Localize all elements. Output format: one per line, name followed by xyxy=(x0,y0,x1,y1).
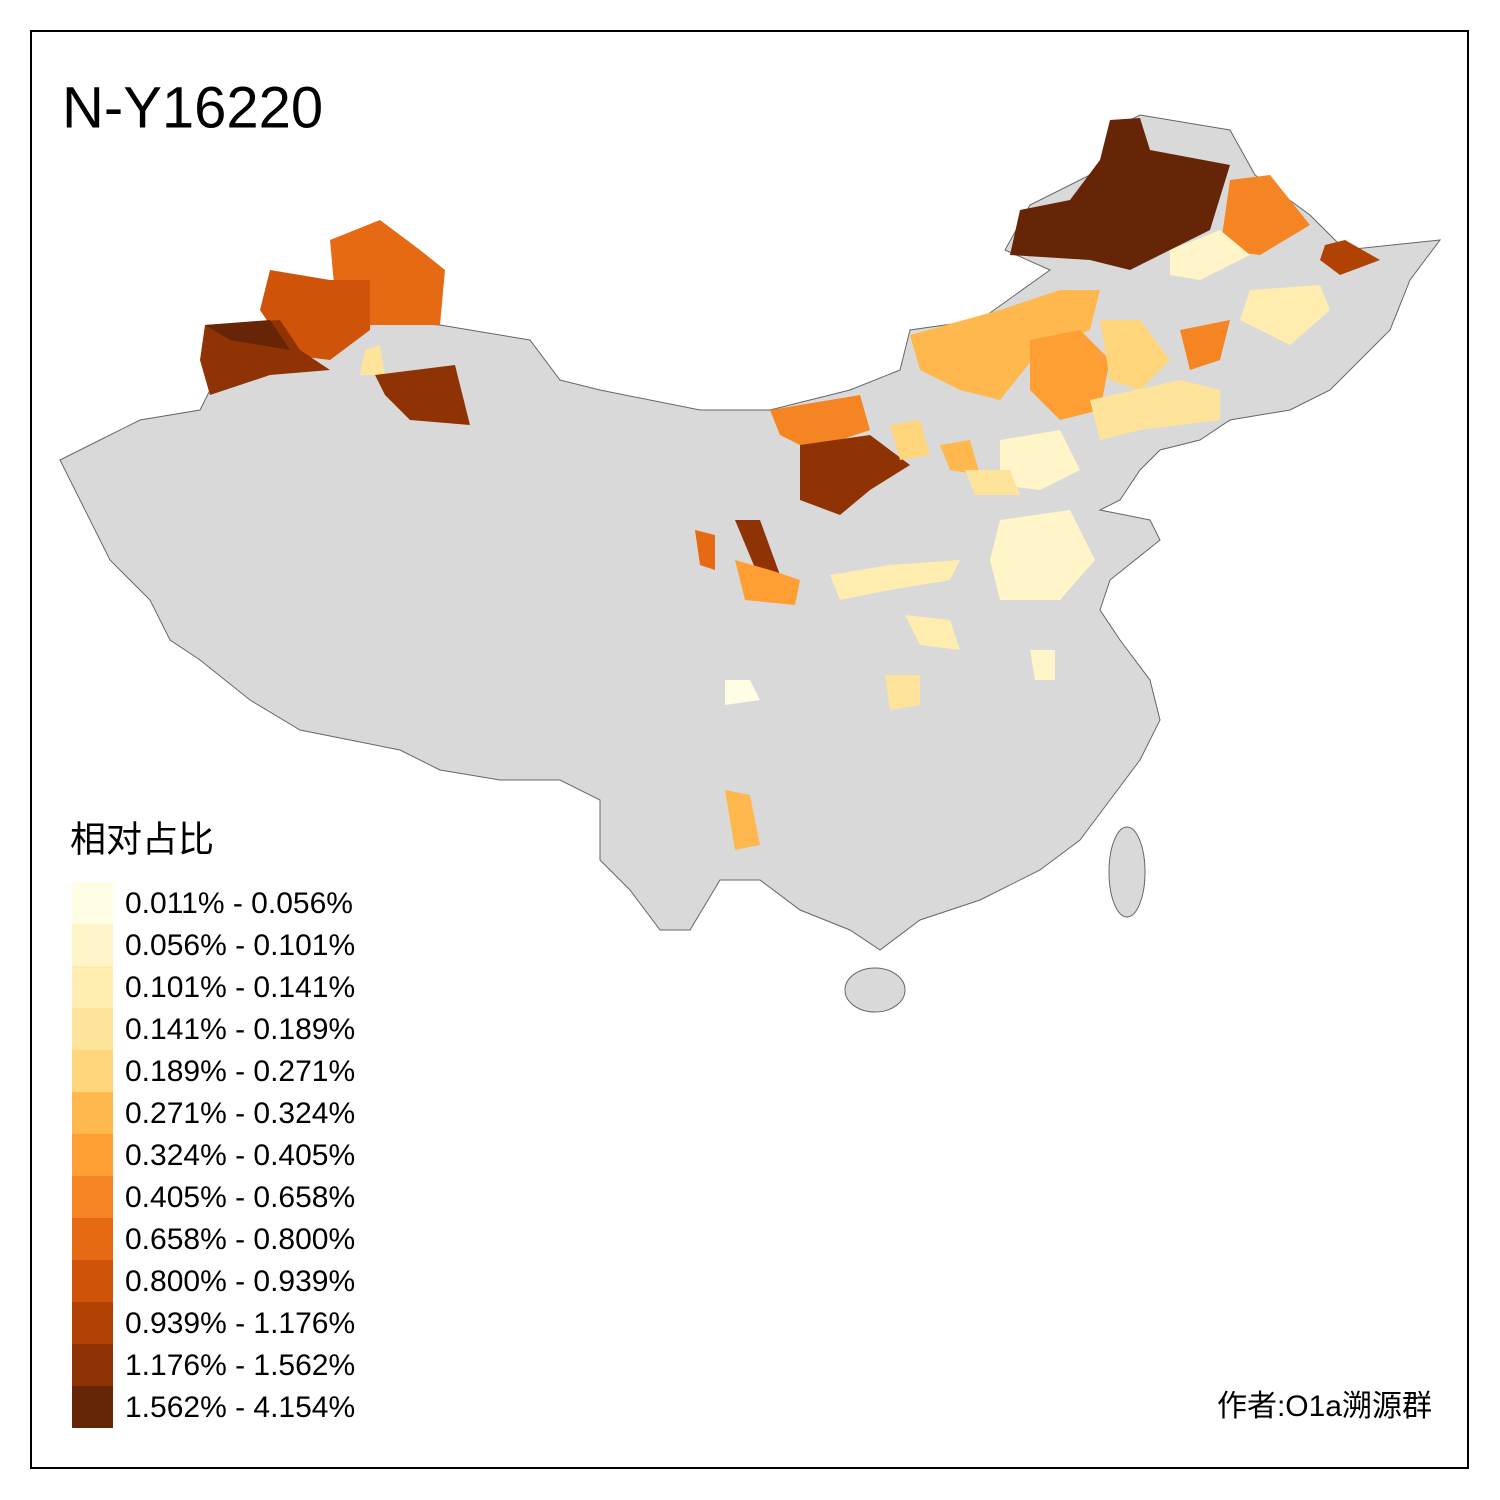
region xyxy=(1030,330,1110,420)
region xyxy=(1170,230,1250,280)
legend-label: 0.141% - 0.189% xyxy=(125,1013,355,1046)
region xyxy=(1100,320,1170,390)
legend-swatch xyxy=(72,1050,113,1092)
region xyxy=(375,365,470,425)
region xyxy=(1180,320,1230,370)
region xyxy=(360,345,385,375)
region xyxy=(205,320,290,350)
region xyxy=(1010,118,1230,270)
legend-title: 相对占比 xyxy=(70,819,214,860)
region xyxy=(830,560,960,600)
legend-swatch xyxy=(72,1092,113,1134)
region xyxy=(735,520,780,580)
region xyxy=(890,420,930,460)
island xyxy=(844,967,906,1013)
legend-swatch xyxy=(72,1302,113,1344)
legend-swatch xyxy=(72,1344,113,1386)
legend-swatch xyxy=(72,1260,113,1302)
legend-label: 0.189% - 0.271% xyxy=(125,1055,355,1088)
legend-label: 0.800% - 0.939% xyxy=(125,1265,355,1298)
legend-label: 0.939% - 1.176% xyxy=(125,1307,355,1340)
legend-label: 0.324% - 0.405% xyxy=(125,1139,355,1172)
region xyxy=(885,675,920,710)
legend-swatch xyxy=(72,924,113,966)
legend-swatch xyxy=(72,882,113,924)
region xyxy=(1000,430,1080,490)
region xyxy=(965,470,1020,495)
legend: 0.011% - 0.056% 0.056% - 0.101% 0.101% - 0… xyxy=(72,882,355,1428)
island xyxy=(1108,826,1146,918)
region xyxy=(1240,285,1330,345)
legend-swatch xyxy=(72,1386,113,1428)
legend-label: 1.562% - 4.154% xyxy=(125,1391,355,1424)
legend-label: 1.176% - 1.562% xyxy=(125,1349,355,1382)
region xyxy=(940,440,980,475)
legend-label: 0.101% - 0.141% xyxy=(125,971,355,1004)
region xyxy=(725,680,760,705)
region xyxy=(1220,175,1310,255)
region xyxy=(1320,240,1380,275)
legend-swatch xyxy=(72,1008,113,1050)
credit: 作者:O1a溯源群 xyxy=(1217,1390,1432,1423)
region xyxy=(725,790,760,850)
region xyxy=(910,290,1100,400)
region xyxy=(905,615,960,650)
legend-label: 0.011% - 0.056% xyxy=(125,887,353,920)
region xyxy=(1090,380,1220,440)
legend-label: 0.405% - 0.658% xyxy=(125,1181,355,1214)
region xyxy=(770,395,870,450)
regions xyxy=(200,118,1380,850)
legend-swatch xyxy=(72,1218,113,1260)
legend-label: 0.056% - 0.101% xyxy=(125,929,355,962)
region xyxy=(695,530,715,570)
map-title: N-Y16220 xyxy=(62,75,323,140)
legend-swatch xyxy=(72,966,113,1008)
legend-label: 0.658% - 0.800% xyxy=(125,1223,355,1256)
region xyxy=(735,560,800,605)
legend-swatch xyxy=(72,1176,113,1218)
legend-label: 0.271% - 0.324% xyxy=(125,1097,355,1130)
legend-swatch xyxy=(72,1134,113,1176)
region xyxy=(1030,650,1055,680)
region xyxy=(800,435,910,515)
region xyxy=(990,510,1095,600)
